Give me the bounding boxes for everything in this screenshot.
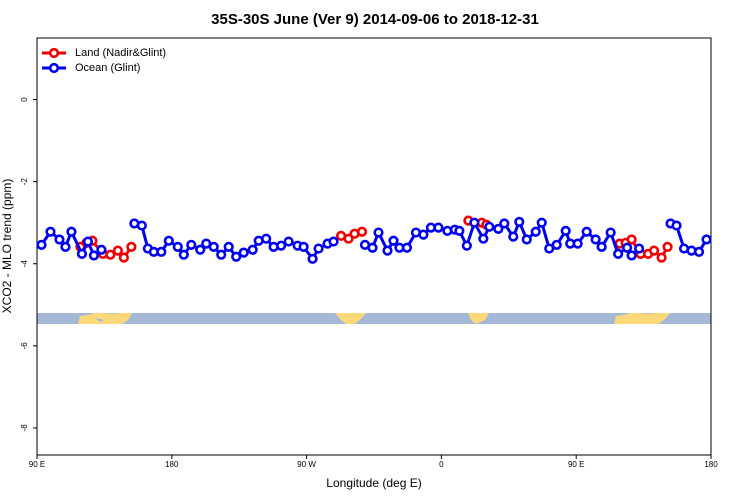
point [536, 217, 547, 228]
point [499, 218, 510, 229]
point [373, 227, 384, 238]
point [88, 250, 100, 261]
point [662, 241, 673, 253]
point [118, 252, 129, 263]
point [126, 241, 137, 253]
x-tick-label: 0 [439, 460, 444, 469]
point [521, 234, 532, 245]
point [613, 248, 624, 259]
point [36, 239, 47, 250]
point [572, 238, 583, 249]
y-tick-label: -4 [20, 260, 29, 268]
point [156, 246, 167, 257]
point [163, 235, 174, 246]
point [186, 239, 197, 250]
point [634, 243, 645, 254]
x-axis-label: Longitude (deg E) [326, 476, 421, 490]
point [172, 241, 183, 253]
point [401, 242, 413, 253]
point [261, 233, 272, 244]
point [60, 241, 71, 253]
point [626, 250, 637, 261]
point [367, 242, 378, 253]
y-axis-label: XCO2 - MLO trend (ppm) [0, 179, 14, 314]
point [701, 234, 712, 245]
legend-marker [48, 62, 60, 74]
point [223, 241, 234, 253]
point [484, 221, 495, 232]
legend-label: Ocean (Glint) [75, 62, 140, 74]
point [622, 242, 633, 253]
point [96, 244, 107, 255]
point [66, 226, 77, 237]
point [195, 244, 206, 255]
y-tick-label: 0 [20, 97, 29, 102]
point [560, 225, 571, 237]
point [136, 220, 147, 231]
point [693, 246, 705, 257]
point [596, 241, 607, 253]
point [433, 222, 444, 233]
point [530, 226, 541, 237]
chart-title: 35S-30S June (Ver 9) 2014-09-06 to 2018-… [211, 11, 539, 28]
point [478, 233, 489, 244]
point [388, 235, 399, 246]
point [112, 245, 123, 256]
point [461, 240, 472, 251]
point [247, 244, 258, 255]
point [454, 225, 465, 237]
point [493, 223, 504, 234]
point [581, 226, 592, 237]
point [605, 227, 616, 238]
point [671, 220, 682, 231]
point [590, 234, 601, 245]
point [356, 226, 368, 237]
x-tick-label: 180 [704, 460, 718, 469]
point [45, 226, 56, 237]
point [551, 239, 562, 250]
point [76, 248, 88, 259]
x-tick-label: 90 E [568, 460, 584, 469]
point [231, 251, 242, 262]
point [283, 236, 294, 247]
point [82, 236, 94, 247]
x-tick-label: 180 [165, 460, 179, 469]
point [313, 243, 324, 254]
point [469, 217, 480, 228]
y-tick-label: -2 [20, 178, 29, 186]
x-tick-label: 90 E [29, 460, 45, 469]
y-tick-label: -6 [20, 342, 29, 350]
x-tick-label: 90 W [297, 460, 316, 469]
point [656, 252, 667, 263]
point [276, 240, 287, 251]
legend-marker [48, 47, 60, 59]
point [544, 243, 555, 254]
point [238, 247, 249, 258]
point [54, 234, 65, 245]
map-strip [37, 313, 711, 324]
y-tick-label: -8 [20, 424, 29, 432]
point [298, 241, 309, 253]
point [418, 229, 429, 240]
point [216, 249, 227, 260]
point [208, 241, 219, 253]
point [514, 216, 525, 227]
point [178, 249, 189, 260]
point [307, 253, 318, 264]
point [508, 231, 519, 242]
point [105, 249, 116, 260]
point [648, 245, 660, 256]
legend-label: Land (Nadir&Glint) [75, 47, 166, 59]
point [382, 245, 393, 256]
point [626, 234, 637, 245]
point [328, 236, 339, 247]
